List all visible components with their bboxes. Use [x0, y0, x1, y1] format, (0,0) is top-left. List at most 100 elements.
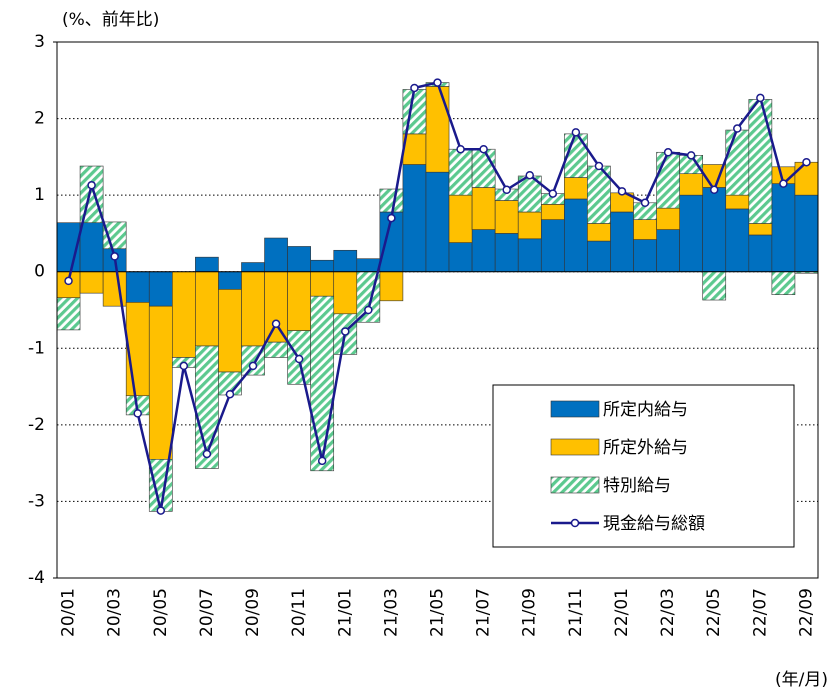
bar-segment [79, 271, 104, 294]
bar-segment [771, 183, 796, 273]
bar-segment [448, 194, 473, 243]
plot-frame [56, 41, 819, 579]
total-marker [456, 144, 465, 154]
y-tick-label: -4 [28, 568, 45, 588]
total-marker [779, 179, 788, 188]
bar-segment [102, 271, 127, 307]
x-tick-label: 22/09 [796, 588, 816, 637]
bar-segment [333, 271, 358, 315]
legend-label: 所定内給与 [603, 400, 688, 420]
y-tick-label: -2 [28, 415, 45, 435]
y-unit-label: (%、前年比) [62, 10, 159, 30]
bar-segment [448, 242, 473, 273]
bar-segment [287, 271, 311, 331]
x-tick-label: 20/01 [59, 588, 79, 637]
bar-segment [540, 219, 565, 273]
bar-segment [725, 194, 750, 210]
bar-segment [494, 233, 519, 273]
bar-segment [79, 222, 104, 273]
bar-segment [125, 302, 150, 397]
bar-segment [310, 295, 335, 472]
bar-segment [264, 237, 288, 273]
bar-segment [310, 271, 335, 297]
total-marker [225, 389, 235, 399]
bar-segment [148, 271, 173, 307]
bar-segment [471, 229, 496, 273]
bar-segment [656, 229, 680, 273]
legend-label: 特別給与 [603, 476, 671, 496]
legend-marker [570, 518, 580, 528]
x-tick-label: 20/03 [105, 588, 125, 637]
bar-segment [564, 198, 588, 273]
bar-segment [241, 262, 265, 273]
y-tick-label: 1 [34, 185, 45, 205]
legend-swatch [550, 400, 600, 418]
total-marker [179, 361, 189, 371]
total-marker [686, 151, 696, 160]
bar-segment [310, 259, 335, 273]
bar-segment [448, 148, 473, 196]
total-marker [156, 506, 166, 515]
x-tick-label: 21/05 [428, 588, 448, 637]
bar-segment [402, 164, 427, 273]
total-marker [733, 124, 742, 133]
total-marker [802, 157, 811, 167]
x-tick-label: 20/05 [151, 588, 171, 637]
bar-segment [633, 239, 657, 273]
bar-segment [679, 173, 703, 196]
total-marker [502, 185, 511, 195]
total-marker [110, 252, 119, 261]
total-marker [317, 456, 327, 466]
total-marker [341, 327, 350, 336]
bar-segment [656, 207, 680, 230]
legend-label: 所定外給与 [603, 438, 688, 458]
bar-segment [125, 271, 150, 303]
x-tick-label: 21/11 [566, 588, 586, 637]
total-marker [571, 128, 581, 137]
bar-segment [471, 187, 496, 230]
bar-segment [172, 271, 196, 358]
bar-segment [771, 271, 796, 295]
bar-segment [725, 129, 750, 196]
total-marker [756, 93, 765, 103]
bar-segment [517, 211, 542, 240]
total-marker [87, 180, 96, 190]
total-marker [64, 276, 73, 286]
y-tick-label: -1 [28, 338, 45, 358]
bar-segment [379, 271, 404, 302]
y-tick-label: 0 [34, 262, 45, 282]
bar-segment [241, 271, 265, 347]
total-marker [133, 409, 142, 418]
total-marker [364, 305, 373, 315]
y-tick-label: 3 [34, 32, 45, 52]
x-tick-label: 22/01 [612, 588, 632, 637]
bar-segment [425, 171, 450, 273]
x-tick-label: 21/01 [335, 588, 355, 637]
bar-segment [794, 194, 819, 273]
total-marker [709, 185, 719, 195]
bar-segment [794, 161, 819, 196]
total-marker [525, 170, 534, 180]
bar-segment [564, 177, 588, 200]
bar-segment [725, 208, 750, 273]
bar-segment [679, 194, 703, 273]
bar-segment [471, 148, 496, 188]
bar-segment [425, 86, 450, 173]
total-marker [387, 213, 396, 223]
x-tick-label: 21/09 [520, 588, 540, 637]
x-tick-label: 22/07 [750, 588, 770, 637]
x-tick-label: 22/03 [658, 588, 678, 637]
total-marker [410, 83, 419, 93]
bar-segment [218, 289, 242, 373]
bar-segment [702, 187, 727, 273]
total-marker [294, 354, 304, 364]
bar-segment [494, 200, 519, 234]
x-tick-label: 20/09 [243, 588, 263, 637]
total-marker [594, 161, 604, 171]
bar-segment [287, 246, 311, 273]
x-unit-label: (年/月) [775, 670, 828, 690]
bar-segment [633, 219, 657, 240]
bar-segment [356, 258, 381, 273]
bar-segment [587, 240, 611, 273]
